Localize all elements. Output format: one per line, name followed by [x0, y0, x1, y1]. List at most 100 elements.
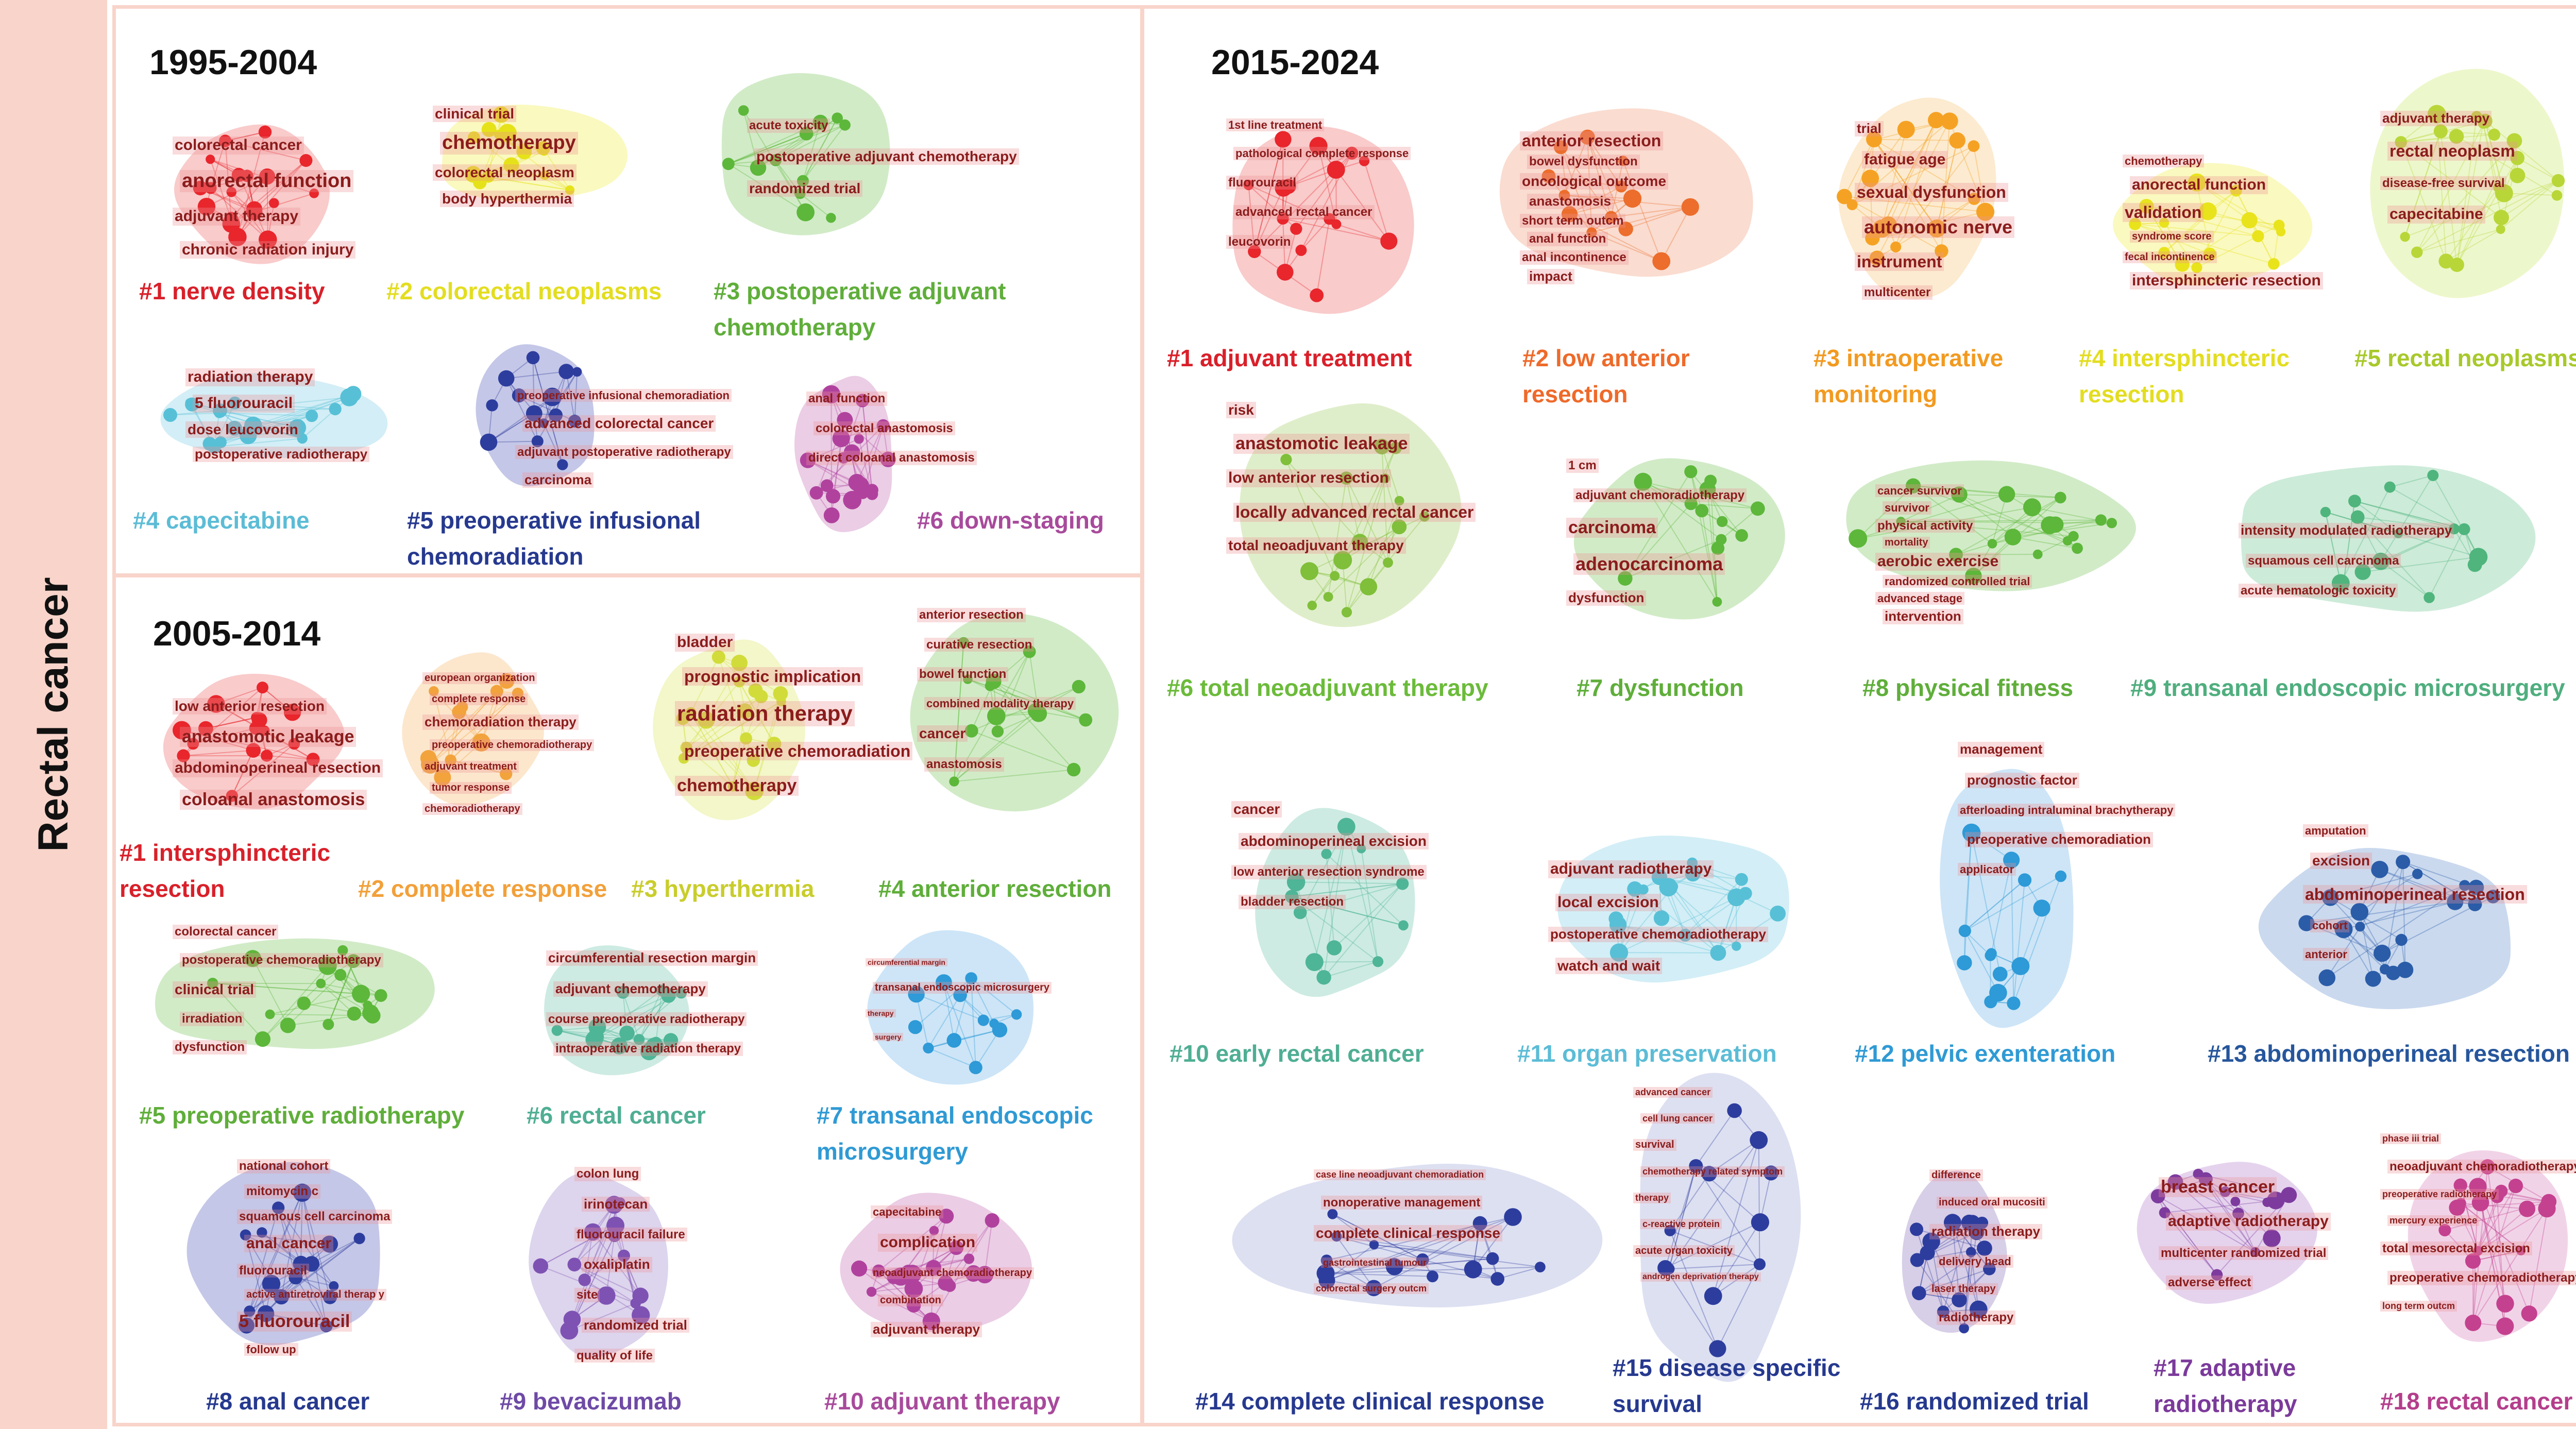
- cluster-keyword: radiation therapy: [675, 701, 855, 726]
- cluster-link: [1956, 554, 2038, 555]
- cluster-node: [953, 988, 967, 1002]
- cluster-node: [572, 367, 582, 377]
- cluster-node: [906, 1298, 921, 1313]
- cluster-link: [278, 1207, 334, 1287]
- cluster-node: [2411, 246, 2423, 258]
- cluster-keyword: squamous cell carcinoma: [2246, 553, 2401, 568]
- cluster-link: [1248, 184, 1337, 225]
- cluster-title: #7 dysfunction: [1577, 670, 1744, 706]
- cluster-node: [2322, 889, 2339, 906]
- cluster-title-line: #1 adjuvant treatment: [1167, 345, 1412, 371]
- cluster-node: [429, 686, 439, 696]
- cluster-node: [1341, 607, 1352, 618]
- cluster-link: [705, 720, 755, 792]
- cluster-keyword: postoperative chemoradiotherapy: [1548, 926, 1768, 942]
- cluster-link: [181, 729, 253, 751]
- cluster-node: [1951, 486, 1968, 503]
- cluster-node: [2400, 232, 2410, 242]
- cluster-link: [1669, 1173, 1710, 1231]
- cluster-node: [796, 203, 815, 222]
- cluster-link: [1963, 1222, 1973, 1329]
- cluster-node: [240, 427, 257, 445]
- cluster-link: [861, 400, 873, 495]
- cluster-link: [928, 1029, 1000, 1049]
- cluster-link: [532, 358, 563, 465]
- cluster-link: [2380, 560, 2430, 598]
- cluster-keyword: neoadjuvant chemoradiotherapy: [2387, 1159, 2576, 1174]
- cluster-link: [1936, 140, 1958, 229]
- cluster-title-line: #6 rectal cancer: [527, 1102, 706, 1129]
- cluster-node: [1427, 1270, 1438, 1283]
- cluster-node: [2055, 870, 2067, 882]
- cluster-node: [985, 681, 995, 691]
- cluster-link: [2460, 1203, 2521, 1251]
- cluster-node: [1684, 465, 1698, 479]
- cluster-hull: [2408, 1150, 2568, 1342]
- cluster-link: [1282, 218, 1330, 219]
- cluster-network: [1557, 835, 1789, 983]
- cluster-node: [1941, 112, 1958, 130]
- cluster-network: [174, 124, 330, 264]
- cluster-link: [473, 137, 544, 149]
- cluster-link: [1314, 826, 1347, 962]
- cluster-link: [807, 460, 857, 483]
- cluster-node: [800, 452, 816, 468]
- cluster-link: [1642, 481, 1718, 602]
- cluster-keyword: adjuvant postoperative radiotherapy: [515, 445, 733, 460]
- cluster-link: [2402, 862, 2406, 970]
- cluster-node: [499, 673, 515, 689]
- cluster-node: [1897, 121, 1915, 139]
- sidebar-band: Rectal cancer: [0, 0, 107, 1429]
- cluster-keyword: therapy: [1633, 1193, 1671, 1203]
- cluster-keyword: circumferential margin: [866, 958, 947, 967]
- cluster-node: [588, 1018, 606, 1036]
- cluster-node: [1770, 906, 1786, 922]
- cluster-node: [2465, 1253, 2481, 1269]
- cluster-node: [1664, 1224, 1676, 1236]
- cluster-node: [1615, 180, 1628, 193]
- cluster-link: [971, 978, 1017, 1015]
- cluster-node: [2219, 1186, 2231, 1197]
- cluster-link: [1901, 494, 1960, 522]
- cluster-node: [231, 167, 246, 182]
- cluster-title-line: #4 intersphincteric: [2079, 345, 2290, 371]
- cluster-node: [244, 950, 261, 967]
- cluster-title: #15 disease specific survival: [1613, 1350, 1840, 1422]
- cluster-node: [1837, 189, 1852, 205]
- cluster-link: [1325, 1272, 1433, 1277]
- cluster-keyword: risk: [1226, 402, 1256, 419]
- cluster-title: #2 complete response: [358, 871, 607, 907]
- cluster-node: [2396, 855, 2411, 870]
- cluster-node: [2193, 1168, 2204, 1179]
- cluster-node: [226, 187, 237, 197]
- cluster-link: [1472, 1216, 1514, 1270]
- cluster-link: [1701, 511, 1718, 602]
- cluster-keyword: phase iii trial: [2380, 1133, 2442, 1144]
- cluster-link: [1384, 478, 1400, 527]
- cluster-node: [240, 1229, 251, 1241]
- cluster-keyword: advanced rectal cancer: [1233, 205, 1375, 219]
- cluster-node: [1359, 156, 1370, 166]
- cluster-node: [297, 996, 311, 1010]
- cluster-node: [1609, 943, 1629, 962]
- cluster-node: [1704, 474, 1717, 487]
- cluster-network: [476, 344, 595, 487]
- cluster-node: [1316, 970, 1331, 985]
- cluster-link: [1642, 481, 1758, 509]
- cluster-link: [1685, 879, 1742, 936]
- cluster-link: [2175, 1181, 2239, 1214]
- cluster-title: #10 adjuvant therapy: [824, 1383, 1060, 1419]
- cluster-node: [820, 479, 834, 492]
- cluster-keyword: chronic radiation injury: [180, 241, 356, 259]
- cluster-node: [1727, 1103, 1742, 1118]
- cluster-link: [2013, 876, 2061, 1003]
- cluster-node: [843, 490, 862, 509]
- cluster-keyword: surgery: [873, 1033, 904, 1042]
- cluster-link: [1346, 526, 1400, 613]
- cluster-keyword: fatigue age: [1862, 150, 1948, 169]
- cluster-network: [1499, 108, 1753, 277]
- cluster-link: [1956, 497, 2061, 555]
- cluster-node: [306, 753, 320, 766]
- cluster-node: [2438, 1223, 2451, 1236]
- cluster-node: [2199, 202, 2217, 220]
